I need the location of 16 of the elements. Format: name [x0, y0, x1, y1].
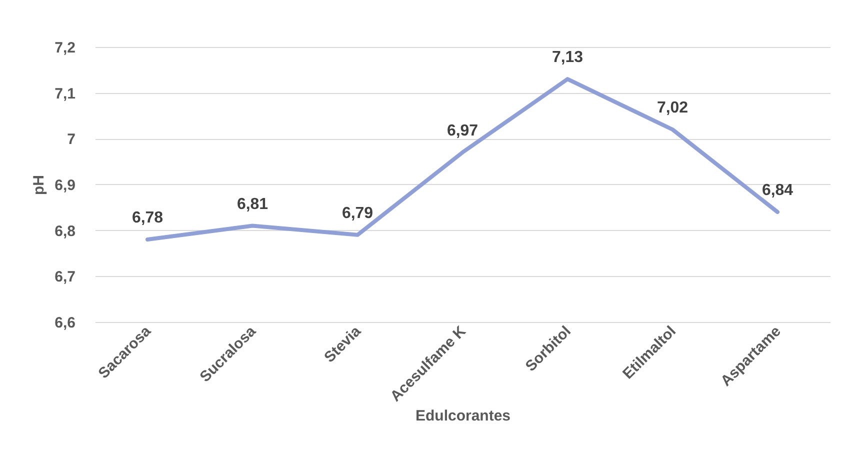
- y-tick-label: 6,8: [54, 222, 76, 240]
- y-tick-label: 6,9: [54, 177, 76, 194]
- data-label: 7,02: [656, 100, 688, 116]
- y-tick-label: 6,6: [54, 314, 76, 332]
- y-tick-label: 7,2: [54, 40, 76, 56]
- data-label: 6,79: [342, 204, 374, 222]
- data-label: 6,78: [132, 210, 164, 226]
- x-axis-title: Edulcorantes: [415, 407, 511, 424]
- y-tick-label: 6,7: [54, 268, 76, 286]
- data-label: 6,84: [762, 182, 794, 199]
- data-label: 6,97: [446, 122, 478, 140]
- data-label: 6,81: [236, 196, 268, 213]
- data-label: 7,13: [552, 49, 584, 66]
- y-tick-label: 7: [67, 131, 76, 148]
- y-axis-title: pH: [30, 175, 48, 195]
- y-tick-label: 7,1: [54, 85, 76, 102]
